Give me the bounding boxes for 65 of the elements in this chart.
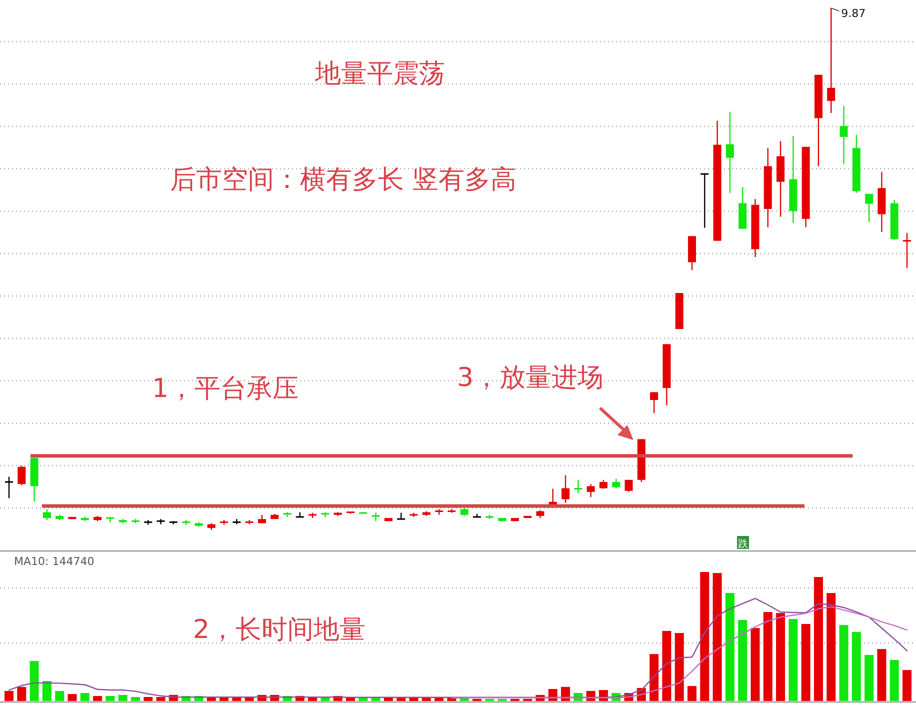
bar <box>144 697 153 701</box>
candlestick <box>624 479 633 492</box>
bar <box>763 612 772 701</box>
annotation: 3，放量进场 <box>457 363 604 393</box>
candlestick <box>18 465 26 486</box>
bar <box>788 618 798 701</box>
candlestick <box>612 478 620 489</box>
candlestick <box>586 483 595 498</box>
bar <box>712 573 722 701</box>
candlestick <box>865 193 874 223</box>
bar <box>30 661 39 701</box>
candlestick <box>371 512 381 522</box>
annotation: 1，平台承压 <box>152 374 299 404</box>
bar <box>422 698 431 701</box>
bar <box>662 630 672 701</box>
candlestick <box>902 232 912 269</box>
candlestick <box>156 518 166 525</box>
bar <box>409 698 418 701</box>
bar <box>55 690 64 701</box>
bar <box>118 694 128 701</box>
bar <box>700 572 710 701</box>
bar <box>80 693 90 701</box>
candlestick <box>244 519 254 525</box>
bar <box>17 686 26 701</box>
bar <box>93 696 102 701</box>
bar <box>877 649 886 701</box>
bar <box>902 670 912 701</box>
bar <box>725 593 734 701</box>
candlestick <box>650 392 658 414</box>
candlestick <box>4 476 14 499</box>
bar <box>826 593 836 701</box>
candlestick <box>840 106 848 165</box>
bar <box>801 624 810 701</box>
bar <box>396 698 406 701</box>
annotation: 2，长时间地量 <box>193 615 366 645</box>
candlestick <box>726 111 734 194</box>
bar <box>852 632 861 701</box>
candlestick <box>232 518 242 525</box>
bar <box>42 681 52 701</box>
bar <box>864 654 874 701</box>
text: 后市空间：横有多长 竖有多高 <box>170 165 516 195</box>
bar <box>687 686 696 701</box>
bar <box>674 633 684 701</box>
text: 跌 <box>738 538 748 550</box>
annotation: 9.87 <box>841 7 866 20</box>
text: 地量平震荡 <box>314 59 445 89</box>
candlestick <box>42 508 51 521</box>
candlestick <box>573 479 583 494</box>
bar <box>890 660 899 701</box>
bar <box>750 628 760 701</box>
bar <box>776 613 786 701</box>
bar <box>68 694 77 701</box>
bar <box>130 697 140 701</box>
bar <box>839 625 848 701</box>
bar <box>447 698 456 701</box>
candlestick <box>562 474 570 504</box>
bar <box>4 690 14 701</box>
bar <box>814 577 823 701</box>
bar <box>738 620 748 701</box>
candlestick <box>700 173 710 228</box>
bar <box>156 697 166 701</box>
bar <box>650 654 659 701</box>
candlestick <box>827 7 836 114</box>
bar <box>106 696 115 701</box>
text: MA10: 144740 <box>14 555 94 568</box>
